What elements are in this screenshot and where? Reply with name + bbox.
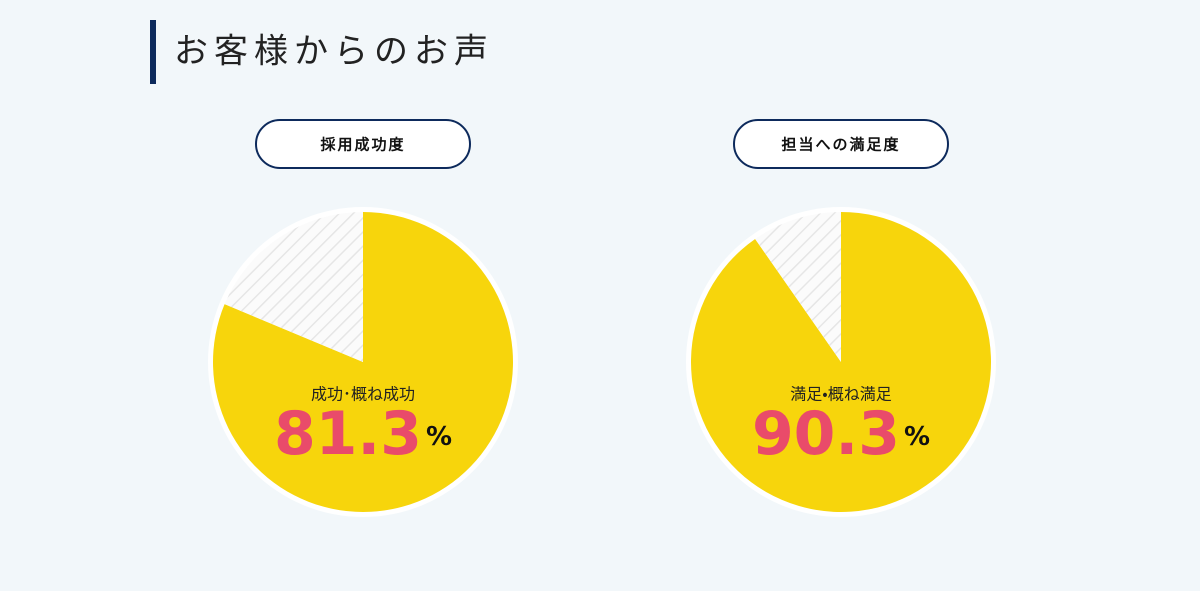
slice-label: 満足・概ね満足: [790, 385, 891, 404]
slice-hatch: [224, 212, 363, 362]
value-number: 81.3: [274, 399, 422, 469]
slice-label: 成功･概ね成功: [311, 385, 415, 404]
title-pill: [733, 119, 949, 169]
pie-title: 採用成功度: [320, 136, 405, 154]
heading: お客様からのお声: [174, 32, 494, 72]
value-number: 90.3: [752, 399, 900, 469]
value-label: 90.3%: [752, 399, 930, 469]
value-unit: %: [426, 422, 452, 452]
value-label: 81.3%: [274, 399, 452, 469]
value-unit: %: [904, 422, 930, 452]
slice-hatch: [755, 212, 841, 362]
pie-title: 担当への満足度: [781, 136, 900, 154]
title-pill: [255, 119, 471, 169]
heading-bar: [150, 20, 156, 84]
